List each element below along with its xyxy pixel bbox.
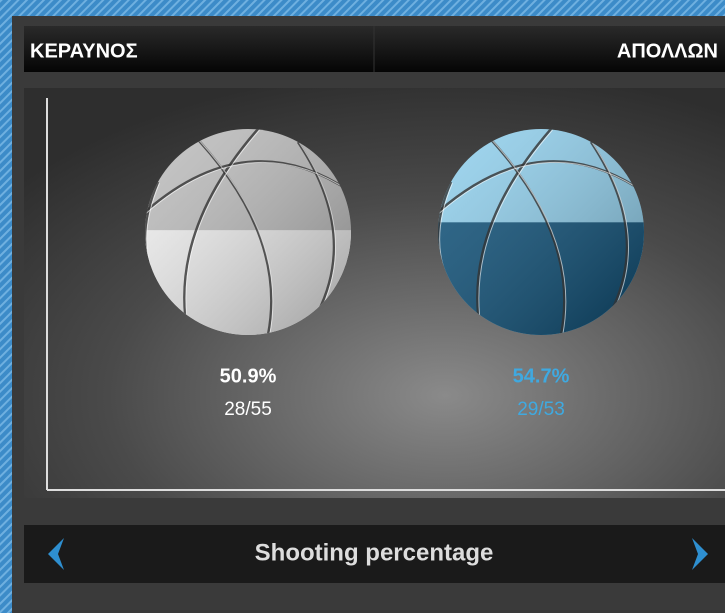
made-attempted: 29/53 (517, 399, 565, 420)
stat-title: Shooting percentage (255, 539, 494, 566)
percentage: 50.9% (220, 365, 277, 387)
ball-shade (438, 129, 644, 335)
page: {"header": {"home": "ΚΕΡΑΥΝΟΣ", "away": … (0, 0, 725, 613)
made-attempted: 28/55 (224, 399, 272, 420)
percentage: 54.7% (513, 365, 570, 387)
home-team: ΚΕΡΑΥΝΟΣ (30, 40, 138, 62)
widget: ΚΕΡΑΥΝΟΣ ΑΠΟΛΛΩΝ 50.9% 28/55 54.7% 29/53 Sh… (0, 0, 725, 613)
ball-shade (145, 129, 351, 335)
away-team: ΑΠΟΛΛΩΝ (617, 40, 718, 62)
